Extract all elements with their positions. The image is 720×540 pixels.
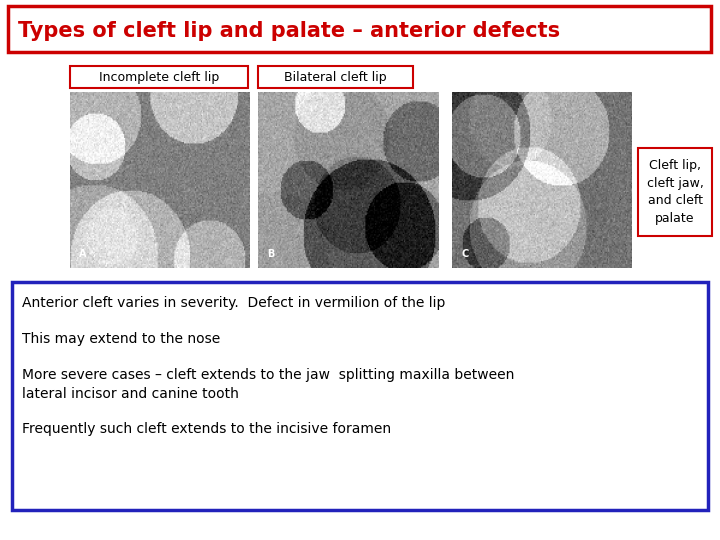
- Text: Bilateral cleft lip: Bilateral cleft lip: [284, 71, 387, 84]
- FancyBboxPatch shape: [8, 6, 711, 52]
- Text: Anterior cleft varies in severity.  Defect in vermilion of the lip: Anterior cleft varies in severity. Defec…: [22, 296, 446, 310]
- FancyBboxPatch shape: [258, 66, 413, 88]
- Text: More severe cases – cleft extends to the jaw  splitting maxilla between
lateral : More severe cases – cleft extends to the…: [22, 368, 514, 402]
- Text: Frequently such cleft extends to the incisive foramen: Frequently such cleft extends to the inc…: [22, 422, 391, 436]
- FancyBboxPatch shape: [70, 66, 248, 88]
- FancyBboxPatch shape: [12, 282, 708, 510]
- Text: Incomplete cleft lip: Incomplete cleft lip: [99, 71, 219, 84]
- FancyBboxPatch shape: [638, 148, 712, 236]
- Text: Types of cleft lip and palate – anterior defects: Types of cleft lip and palate – anterior…: [18, 21, 560, 41]
- Text: Cleft lip,
cleft jaw,
and cleft
palate: Cleft lip, cleft jaw, and cleft palate: [647, 159, 703, 225]
- Text: This may extend to the nose: This may extend to the nose: [22, 332, 220, 346]
